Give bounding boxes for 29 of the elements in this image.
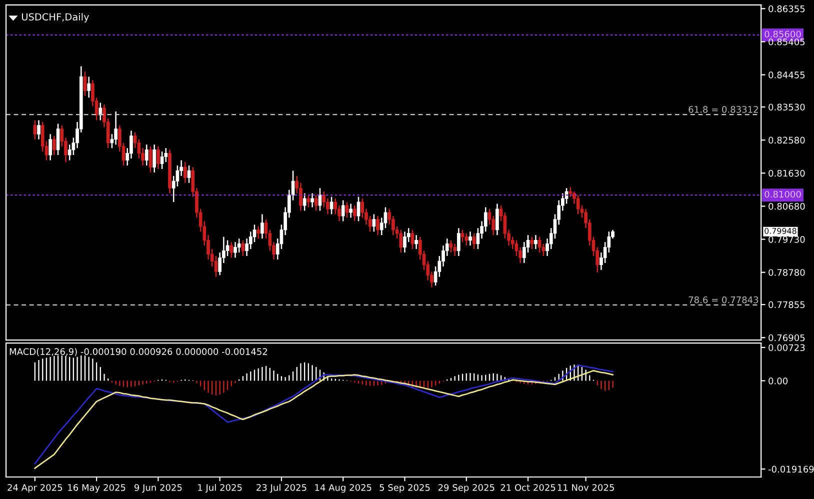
- x-tick-label: 1 Jul 2025: [198, 484, 242, 493]
- x-tick-label: 24 Apr 2025: [8, 484, 62, 493]
- x-tick-label: 5 Sep 2025: [380, 484, 430, 493]
- ref-line-label: 61.8 = 0.83312: [688, 106, 758, 113]
- text: USDCHF,Daily: [22, 13, 89, 22]
- ref-line-label: 78.6 = 0.77843: [688, 296, 758, 304]
- x-tick-label: 21 Oct 2025: [500, 484, 556, 491]
- y-tick-label: 0.00723: [768, 344, 805, 352]
- y-tick-label: 0.84455: [768, 72, 805, 78]
- ref-line-label: 0.85600: [764, 30, 801, 38]
- x-tick-label: 23 Jul 2025: [256, 484, 306, 493]
- x-tick-label: 14 Aug 2025: [315, 484, 372, 493]
- y-tick-label: 0.83530: [768, 104, 805, 111]
- y-tick-label: -0.019169: [768, 466, 814, 473]
- x-tick-label: 11 Nov 2025: [558, 484, 614, 491]
- y-tick-label: 0.77855: [768, 301, 805, 308]
- x-tick-label: 9 Jun 2025: [134, 484, 182, 493]
- y-tick-label: 0.76905: [768, 334, 805, 342]
- y-tick-label: 0.78780: [768, 269, 805, 276]
- y-tick-label: 0.81630: [768, 170, 805, 177]
- ref-line-label: 0.81000: [764, 190, 801, 198]
- x-tick-label: 16 May 2025: [68, 484, 126, 493]
- y-tick-label: 0.86355: [768, 5, 805, 12]
- y-tick-label: 0.00: [768, 377, 788, 384]
- y-tick-label: 0.79730: [768, 236, 805, 243]
- text: MACD(12,26,9) -0.000190 0.000926 0.000000 -0.001452: [10, 348, 267, 356]
- x-tick-label: 29 Sep 2025: [438, 484, 494, 493]
- y-tick-label: 0.80680: [768, 202, 805, 210]
- y-tick-label: 0.82580: [768, 136, 805, 144]
